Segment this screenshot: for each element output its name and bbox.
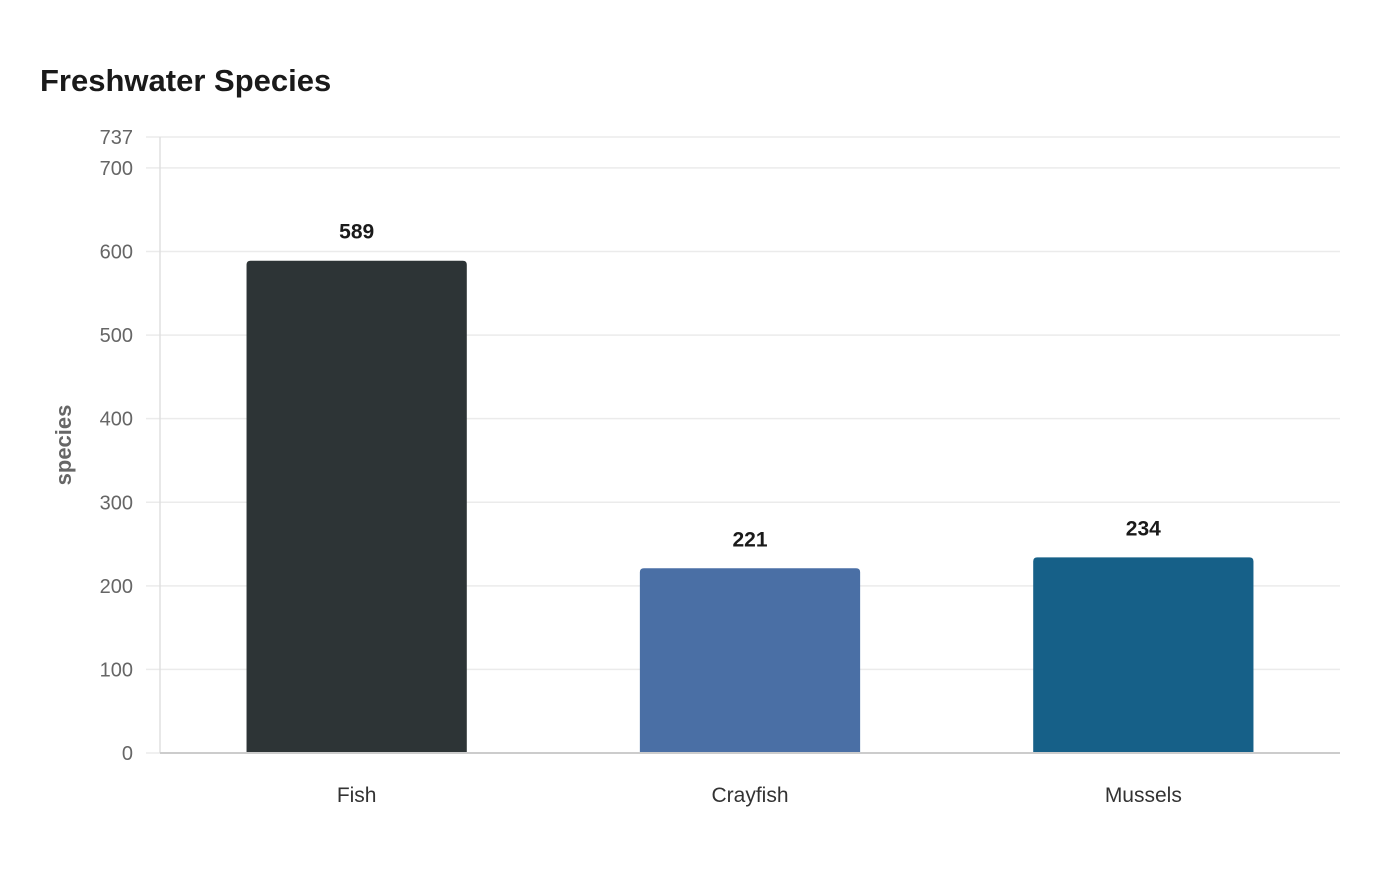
y-tick-label: 300 [100, 492, 133, 514]
value-labels: 589 221 234 [339, 221, 1161, 552]
x-tick-label-crayfish: Crayfish [711, 784, 788, 807]
bar-mussels [1033, 557, 1254, 753]
bar-crayfish [639, 568, 861, 753]
y-tick-label: 700 [100, 158, 133, 180]
chart-title: Freshwater Species [40, 63, 331, 98]
y-tick-label: 500 [100, 325, 133, 347]
y-axis-ticks: 0 100 200 300 400 500 600 700 737 [100, 127, 133, 765]
x-tick-label-fish: Fish [337, 784, 377, 807]
y-tick-label: 0 [122, 743, 133, 765]
value-label-fish: 589 [339, 221, 374, 244]
value-label-crayfish: 221 [732, 528, 767, 551]
y-axis-title: species [51, 405, 76, 486]
x-tick-label-mussels: Mussels [1105, 784, 1182, 807]
bar-fish [246, 260, 467, 753]
y-tick-label: 737 [100, 127, 133, 149]
bars [246, 260, 1254, 753]
value-label-mussels: 234 [1126, 517, 1161, 540]
y-tick-label: 400 [100, 409, 133, 431]
category-labels: Fish Crayfish Mussels [337, 784, 1182, 807]
y-tick-label: 100 [100, 659, 133, 681]
y-tick-label: 600 [100, 242, 133, 264]
y-tick-label: 200 [100, 576, 133, 598]
